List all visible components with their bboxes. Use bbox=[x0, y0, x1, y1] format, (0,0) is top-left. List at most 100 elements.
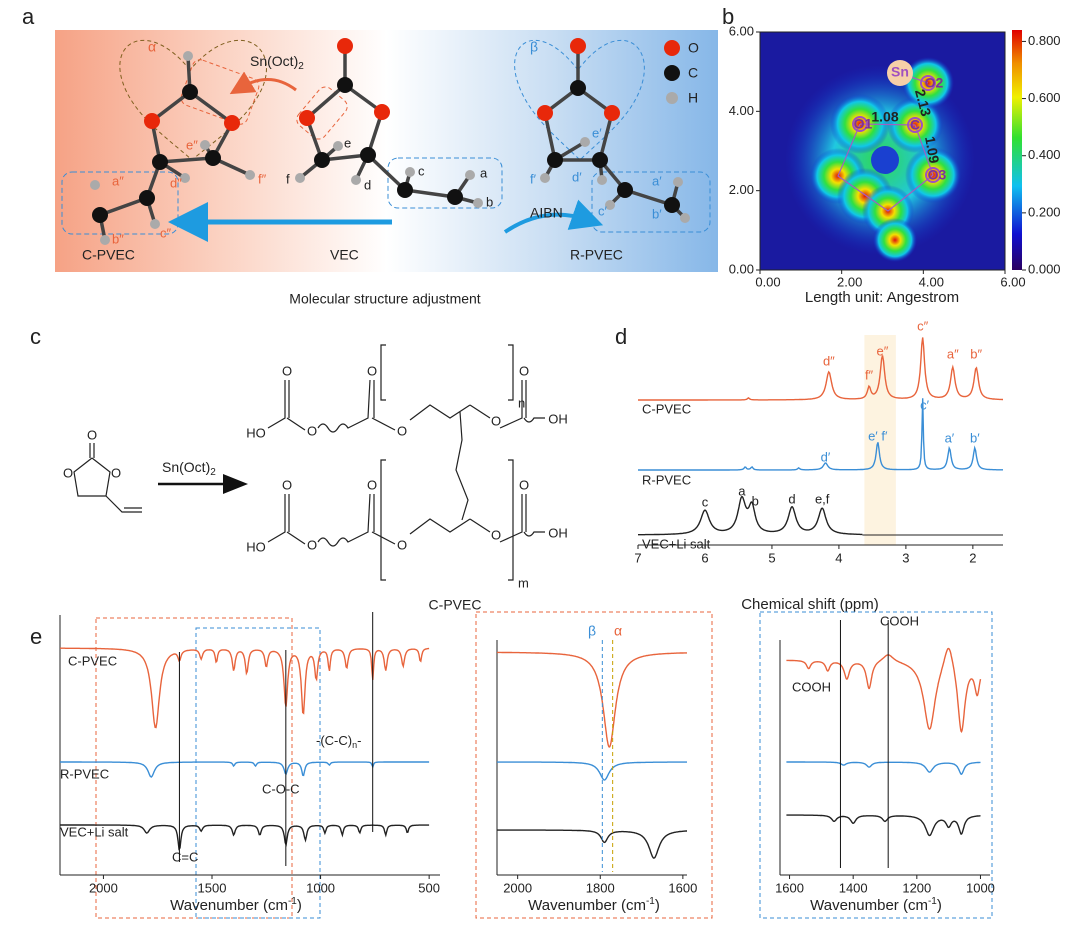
atom: HO bbox=[246, 539, 266, 554]
catalyst: Sn(Oct)2 bbox=[162, 459, 216, 478]
atom: O bbox=[491, 527, 501, 542]
peak-label: e,f bbox=[815, 491, 830, 506]
peak-label: c′ bbox=[920, 397, 930, 412]
atom-label: C bbox=[910, 117, 920, 133]
y-tick-label: 0.00 bbox=[729, 261, 754, 276]
catalyst: Sn(Oct)2 bbox=[250, 53, 304, 72]
panel-c: c O O O Sn(Oct)2 O HO O O O O O OH O HO … bbox=[30, 324, 568, 613]
spectrum bbox=[786, 814, 981, 837]
legend-label: C bbox=[688, 65, 698, 81]
x-axis-label-part: ) bbox=[297, 897, 302, 914]
highlight-box bbox=[195, 627, 321, 919]
atom: O bbox=[367, 363, 377, 378]
colorbar bbox=[1012, 30, 1022, 270]
compound-name: R-PVEC bbox=[570, 247, 623, 263]
spectrum bbox=[497, 761, 687, 781]
atom-label: a′ bbox=[652, 173, 662, 188]
atom-label: a bbox=[480, 165, 488, 180]
trace-label: VEC+Li salt bbox=[60, 824, 129, 839]
atom-marker bbox=[852, 116, 868, 132]
peak-label: d′ bbox=[821, 449, 831, 464]
atom: HO bbox=[246, 425, 266, 440]
atom: O bbox=[307, 537, 317, 552]
trace-label: R-PVEC bbox=[60, 766, 109, 781]
atom-label: e′ bbox=[592, 125, 602, 140]
x-tick-label: 2.00 bbox=[837, 274, 862, 289]
peak-label: a′ bbox=[945, 430, 955, 445]
panel-d: d C-PVEC R-PVEC VEC+Li salt Chemical shi… bbox=[615, 324, 879, 613]
spectrum bbox=[497, 651, 687, 748]
distance-label: 2.13 bbox=[912, 87, 935, 118]
legend-swatch bbox=[664, 40, 680, 56]
distance-label: 1.08 bbox=[871, 109, 898, 125]
x-axis-label: Wavenumber (cm-1) bbox=[528, 896, 660, 914]
beta-region bbox=[514, 40, 645, 161]
atom-label: e bbox=[344, 135, 351, 150]
x-tick-label: 2000 bbox=[89, 880, 118, 895]
annotation-text: -(C-C) bbox=[316, 733, 352, 748]
colorbar-tick-label: 0.000 bbox=[1028, 261, 1061, 276]
x-tick-label: 4.00 bbox=[919, 274, 944, 289]
atom-label: c′ bbox=[598, 203, 608, 218]
cpvec-molecule bbox=[90, 51, 255, 245]
x-axis-label-part: Wavenumber (cm bbox=[528, 897, 646, 914]
x-axis-label: Wavenumber (cm-1) bbox=[810, 896, 942, 914]
legend-label: O bbox=[688, 40, 699, 56]
legend-swatch bbox=[666, 92, 678, 104]
colorbar-tick-label: 0.400 bbox=[1028, 147, 1061, 162]
annotation: COOH bbox=[792, 679, 831, 694]
distance-label: 1.09 bbox=[922, 135, 943, 165]
panel-label: d bbox=[615, 324, 627, 349]
spectrum bbox=[60, 824, 430, 851]
atom: OH bbox=[548, 525, 568, 540]
vinyl-box bbox=[387, 157, 503, 209]
spectrum bbox=[60, 761, 430, 778]
atom-label: d″ bbox=[170, 175, 182, 190]
x-tick-label: 6 bbox=[701, 550, 708, 565]
spectrum bbox=[638, 495, 863, 536]
caption: Molecular structure adjustment bbox=[289, 291, 481, 307]
atom-label: d′ bbox=[572, 169, 582, 184]
x-tick-label: 1800 bbox=[586, 880, 615, 895]
annotation-sub: n bbox=[352, 740, 357, 750]
trace-label: VEC+Li salt bbox=[642, 536, 711, 551]
atom-label: b″ bbox=[112, 231, 124, 246]
atom-marker bbox=[887, 60, 913, 86]
atom-label: b′ bbox=[652, 206, 662, 221]
x-axis-label-part: Wavenumber (cm bbox=[170, 897, 288, 914]
catalyst-text: Sn(Oct) bbox=[250, 53, 298, 69]
atom: O bbox=[87, 427, 97, 442]
rpvec-molecule bbox=[537, 38, 690, 223]
atom-marker bbox=[907, 117, 923, 133]
x-axis-label: Chemical shift (ppm) bbox=[741, 596, 879, 613]
peak-label: b″ bbox=[970, 346, 982, 361]
atom-label: e″ bbox=[186, 137, 198, 152]
atom: O bbox=[63, 465, 73, 480]
monomer-structure bbox=[73, 443, 142, 513]
alpha-label: α bbox=[148, 39, 156, 55]
peak-label: d″ bbox=[823, 353, 835, 368]
atom-label: O3 bbox=[928, 167, 947, 183]
x-tick-label: 1600 bbox=[775, 880, 804, 895]
compound-name: C-PVEC bbox=[82, 247, 135, 263]
chain-bottom bbox=[267, 459, 545, 581]
atom-label: O1 bbox=[854, 116, 873, 132]
y-tick-label: 4.00 bbox=[729, 103, 754, 118]
trace-label: R-PVEC bbox=[642, 472, 691, 487]
x-axis-label-part: -1 bbox=[288, 896, 297, 907]
atom: O bbox=[282, 477, 292, 492]
x-tick-label: 1000 bbox=[306, 880, 335, 895]
atom-label: f″ bbox=[258, 171, 267, 186]
repeat-index: n bbox=[518, 395, 525, 410]
annotation: β bbox=[588, 623, 596, 639]
x-tick-label: 4 bbox=[835, 550, 842, 565]
atom: O bbox=[367, 477, 377, 492]
spectrum bbox=[497, 829, 687, 859]
annotation: C=C bbox=[172, 849, 198, 864]
product-name: C-PVEC bbox=[429, 597, 482, 613]
peak-label: e′ f′ bbox=[868, 428, 888, 443]
atom-label: O2 bbox=[925, 75, 944, 91]
atom: O bbox=[491, 413, 501, 428]
x-axis-label-part: ) bbox=[655, 897, 660, 914]
